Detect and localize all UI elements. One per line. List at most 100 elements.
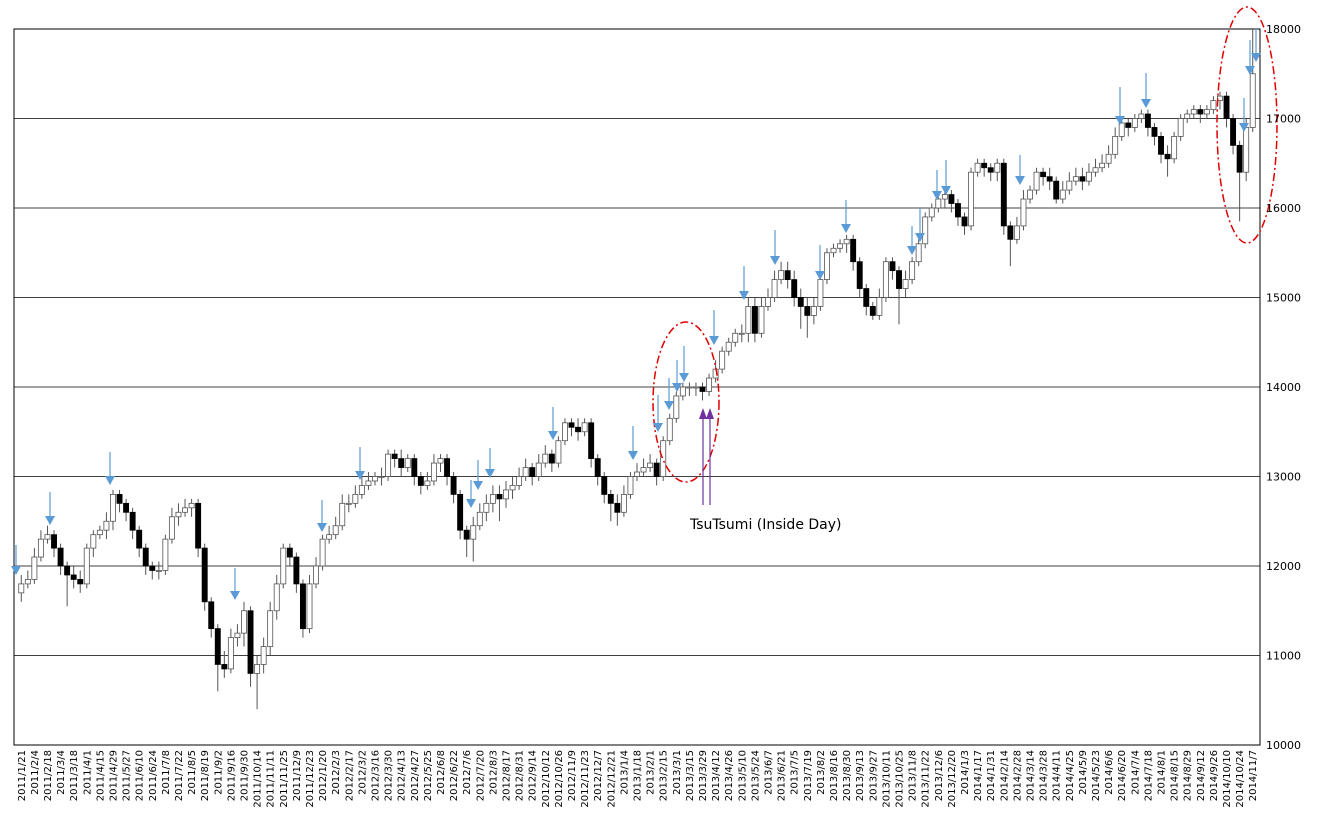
x-tick-label: 2013/3/29 (698, 750, 709, 801)
candle-body (162, 538, 169, 571)
candle-body (424, 480, 431, 486)
candle-body (928, 207, 935, 218)
candle-body (404, 458, 411, 468)
candle-body (653, 462, 660, 477)
x-tick-label: 2014/6/20 (1117, 750, 1128, 801)
signal-arrow-head (473, 481, 483, 490)
candle-body (542, 453, 549, 464)
candle-body (319, 538, 326, 567)
candle-body (18, 583, 25, 594)
y-tick-label: 12000 (1266, 560, 1301, 573)
x-tick-label: 2011/1/21 (17, 750, 28, 801)
signal-arrow-head (11, 566, 21, 575)
candle-body (1046, 176, 1053, 182)
x-tick-label: 2013/2/15 (659, 750, 670, 801)
candle-body (1236, 144, 1243, 173)
x-tick-label: 2011/10/14 (253, 750, 264, 808)
signal-arrow-head (941, 186, 951, 195)
candle-body (77, 579, 84, 585)
signal-arrow-head (815, 271, 825, 280)
candle-body (1138, 113, 1145, 119)
candle-body (1059, 189, 1066, 200)
candle-body (968, 171, 975, 227)
candle-body (110, 493, 116, 522)
x-tick-label: 2012/5/25 (423, 750, 434, 801)
x-tick-label: 2012/11/23 (580, 750, 591, 808)
candle-body (332, 525, 339, 536)
candle-body (869, 306, 876, 316)
signal-arrow-head (317, 523, 327, 532)
candle-body (313, 565, 319, 585)
candle-body (411, 458, 418, 477)
candle-body (686, 386, 693, 389)
signal-arrow-head (679, 373, 689, 382)
candle-body (129, 511, 136, 531)
candle-body (496, 493, 503, 500)
candle-body (391, 453, 398, 459)
candle-body (1243, 127, 1250, 173)
candle-body (221, 664, 228, 670)
y-tick-label: 17000 (1266, 113, 1301, 126)
candle-body (1105, 153, 1112, 164)
candle-body (345, 502, 352, 505)
x-tick-label: 2013/8/2 (816, 750, 827, 795)
candle-body (489, 493, 496, 504)
x-tick-label: 2014/6/6 (1104, 750, 1115, 795)
candle-body (706, 377, 713, 392)
pointer-head (699, 408, 707, 419)
candle-body (850, 238, 857, 263)
candle-body (51, 534, 57, 549)
candle-body (470, 525, 477, 540)
candle-body (607, 493, 614, 504)
candle-body (234, 632, 241, 638)
signal-arrow-head (915, 233, 925, 242)
y-tick-label: 10000 (1266, 739, 1301, 752)
candle-body (784, 270, 791, 280)
signal-arrow-head (1141, 99, 1151, 108)
x-tick-label: 2012/10/26 (554, 750, 565, 808)
x-tick-label: 2011/4/1 (82, 750, 93, 795)
candle-body (352, 493, 359, 504)
candle-body (247, 610, 254, 674)
x-tick-label: 2014/1/17 (973, 750, 984, 801)
candle-body (896, 270, 902, 289)
x-tick-label: 2013/9/27 (868, 750, 879, 801)
signal-arrow-head (1015, 176, 1025, 185)
x-tick-label: 2011/9/30 (239, 750, 250, 801)
candle-body (837, 243, 844, 249)
candle-body (1118, 122, 1125, 137)
candle-body (1000, 162, 1007, 227)
candle-body (692, 386, 699, 389)
candle-body (876, 297, 883, 316)
candle-body (882, 261, 889, 298)
candle-body (208, 601, 215, 630)
candle-body (385, 453, 392, 477)
x-tick-label: 2014/8/29 (1183, 750, 1194, 801)
x-tick-label: 2012/7/20 (475, 750, 486, 801)
candle-body (175, 511, 182, 518)
candle-body (804, 306, 811, 316)
x-tick-label: 2014/1/31 (986, 750, 997, 801)
x-tick-label: 2011/4/29 (108, 750, 119, 801)
signal-arrow-head (105, 476, 115, 485)
candle-body (365, 480, 372, 486)
candle-body (758, 306, 765, 334)
x-tick-label: 2011/8/5 (187, 750, 198, 795)
candle-body (398, 458, 405, 468)
candle-body (503, 489, 509, 500)
candle-body (1171, 135, 1178, 160)
candle-body (64, 565, 71, 576)
candle-body (260, 646, 267, 665)
x-tick-label: 2012/7/6 (462, 750, 473, 795)
signal-arrow-head (1245, 66, 1255, 75)
candle-body (516, 476, 523, 486)
signal-arrow-head (1239, 123, 1249, 132)
candle-body (745, 306, 752, 334)
x-tick-label: 2012/8/3 (488, 750, 499, 795)
candle-body (149, 565, 156, 571)
candle-body (450, 476, 457, 495)
x-tick-label: 2013/12/6 (934, 750, 945, 801)
candle-body (280, 547, 287, 585)
candle-body (1223, 95, 1230, 119)
x-tick-label: 2011/9/16 (226, 750, 237, 801)
